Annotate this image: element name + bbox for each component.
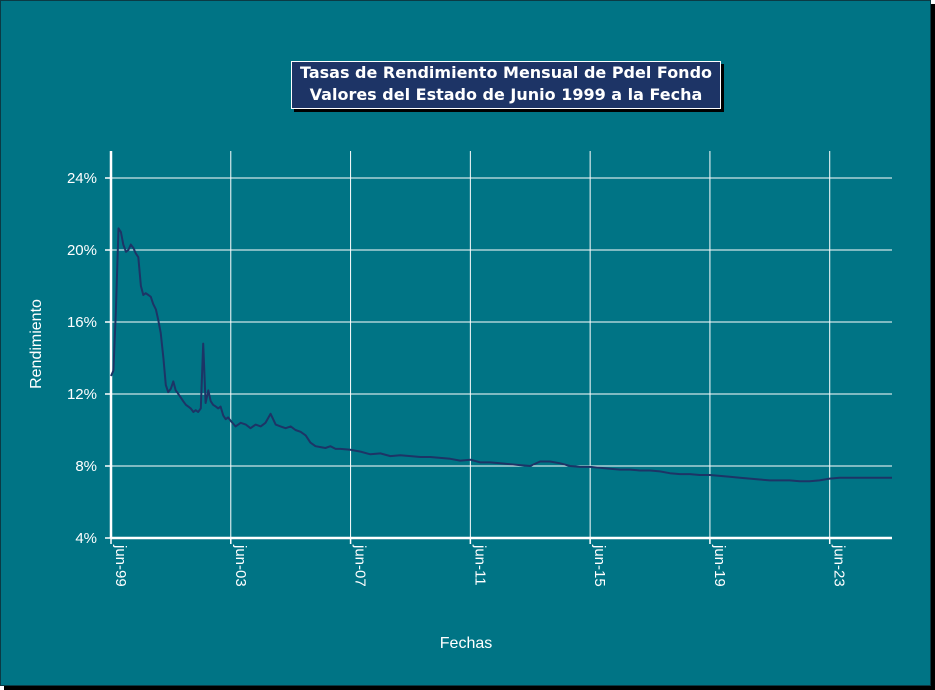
y-tick-label: 8% bbox=[75, 458, 97, 475]
y-tick-label: 4% bbox=[75, 530, 97, 547]
x-tick-label: jun-03 bbox=[232, 544, 249, 587]
x-tick-label: jun-15 bbox=[591, 544, 608, 587]
series-line bbox=[110, 227, 892, 483]
chart-title: Tasas de Rendimiento Mensual de Pdel Fon… bbox=[291, 61, 721, 109]
y-tick-label: 20% bbox=[67, 242, 97, 259]
y-axis-label: Rendimiento bbox=[28, 299, 45, 389]
x-axis-label: Fechas bbox=[440, 635, 492, 652]
axes bbox=[105, 151, 892, 544]
y-axis-ticks: 4% 8% 12% 16% 20% 24% bbox=[67, 170, 97, 547]
y-tick-label: 24% bbox=[67, 170, 97, 187]
x-tick-label: jun-19 bbox=[711, 544, 728, 587]
y-tick-label: 12% bbox=[67, 386, 97, 403]
x-tick-label: jun-99 bbox=[112, 544, 129, 587]
chart-title-line-1: Tasas de Rendimiento Mensual de Pdel Fon… bbox=[299, 63, 713, 82]
x-tick-label: jun-23 bbox=[831, 544, 848, 587]
x-tick-label: jun-07 bbox=[352, 544, 369, 587]
x-tick-label: jun-11 bbox=[471, 544, 488, 586]
chart-title-line-2: Valores del Estado de Junio 1999 a la Fe… bbox=[309, 85, 703, 104]
series-layer bbox=[110, 227, 892, 483]
grid-lines bbox=[111, 151, 892, 538]
x-axis-ticks: jun-99 jun-03 jun-07 jun-11 jun-15 jun-19 jun-… bbox=[112, 544, 848, 587]
y-tick-label: 16% bbox=[67, 314, 97, 331]
